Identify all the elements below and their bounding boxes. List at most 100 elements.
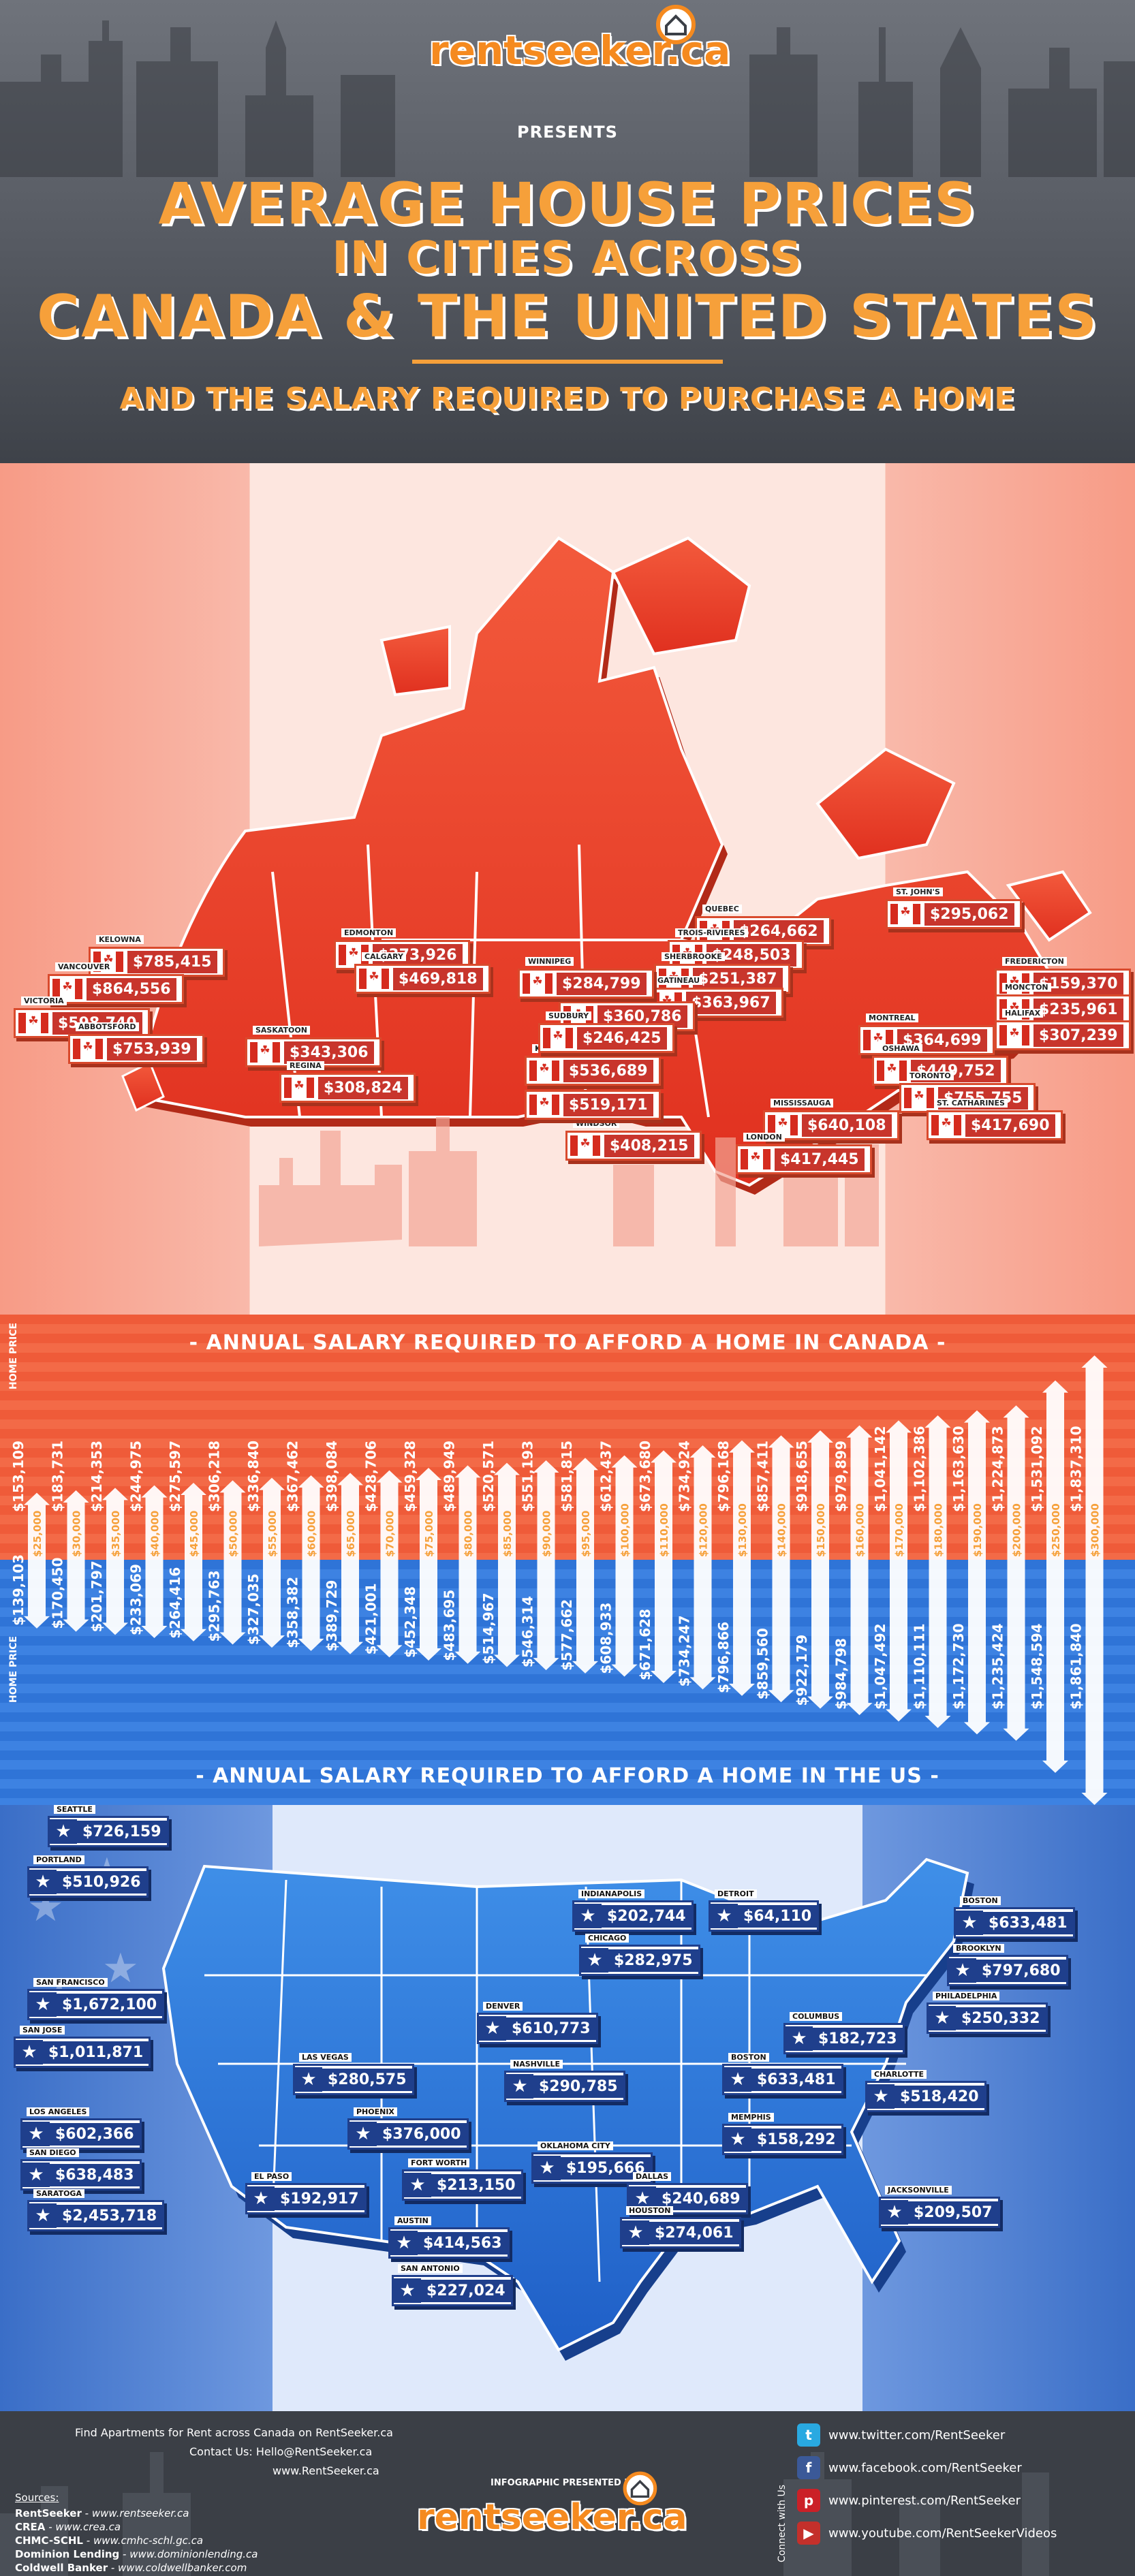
- us-city-label: OKLAHOMA CITY ★ $195,666: [531, 2141, 653, 2184]
- canada-price-arrow: [416, 1468, 441, 1560]
- canada-price-arrow: [533, 1460, 559, 1560]
- source-item[interactable]: RentSeeker - www.rentseeker.ca: [15, 2507, 258, 2520]
- us-city-label: MEMPHIS ★ $158,292: [722, 2113, 843, 2155]
- social-link-row[interactable]: f www.facebook.com/RentSeeker: [797, 2456, 1057, 2479]
- city-name: HALIFAX: [1002, 1009, 1044, 1018]
- canada-price-label: $367,462: [285, 1441, 301, 1512]
- us-price-arrow: [846, 1560, 873, 1716]
- city-price: $159,370: [1033, 972, 1123, 995]
- city-name: LONDON: [743, 1133, 785, 1142]
- city-price: $1,672,100: [57, 1993, 163, 2016]
- us-price-arrow: [807, 1560, 833, 1709]
- city-name: KELOWNA: [96, 935, 144, 944]
- us-price-label: $295,763: [206, 1570, 223, 1642]
- city-price: $519,171: [563, 1093, 653, 1116]
- us-city-label: PORTLAND ★ $510,926: [27, 1855, 149, 1898]
- canada-city-label: TORONTO$755,755: [899, 1071, 1036, 1113]
- canada-price-label: $1,102,386: [912, 1426, 928, 1512]
- city-name: SARATOGA: [33, 2189, 84, 2198]
- canada-price-arrow: [337, 1473, 363, 1560]
- city-price: $202,744: [602, 1904, 691, 1928]
- us-city-label: BOSTON ★ $633,481: [722, 2053, 843, 2095]
- city-price: $213,150: [431, 2173, 521, 2197]
- city-name: REGINA: [287, 1061, 324, 1070]
- social-url: www.youtube.com/RentSeekerVideos: [828, 2526, 1057, 2541]
- us-city-label: SARATOGA ★ $2,453,718: [27, 2189, 165, 2231]
- social-link-row[interactable]: ▶ www.youtube.com/RentSeekerVideos: [797, 2522, 1057, 2545]
- us-city-label: LOS ANGELES ★ $602,366: [20, 2107, 142, 2150]
- site-link[interactable]: www.RentSeeker.ca: [273, 2464, 379, 2477]
- city-name: SHERBROOKE: [662, 952, 725, 961]
- star-icon: ★: [404, 2173, 431, 2197]
- star-icon: ★: [786, 2026, 813, 2051]
- star-icon: ★: [724, 2127, 751, 2152]
- salary-label: $300,000: [1089, 1503, 1102, 1557]
- star-icon: ★: [247, 2186, 275, 2211]
- canada-flag-icon: [999, 1025, 1029, 1046]
- city-name: LOS ANGELES: [27, 2107, 90, 2116]
- usa-map-section: ★★★★ SEATTLE★$726,159PORTLAND★$510,926SA…: [0, 1805, 1135, 2411]
- city-name: BOSTON: [960, 1896, 1001, 1905]
- canada-flag-icon: [741, 1149, 771, 1169]
- city-name: BROOKLYN: [953, 1944, 1004, 1953]
- star-icon: ★: [574, 1904, 602, 1928]
- city-name: FREDERICTON: [1002, 957, 1067, 966]
- find-apartments-link[interactable]: RentSeeker.ca: [315, 2426, 393, 2439]
- canada-flag-icon: [359, 969, 389, 989]
- canada-city-label: SUDBURY $246,425: [538, 1011, 674, 1053]
- magnifier-house-icon: [656, 5, 696, 44]
- city-name: QUEBEC: [702, 905, 742, 913]
- city-price: $363,967: [686, 991, 776, 1014]
- us-price-label: $452,348: [402, 1586, 418, 1658]
- star-icon: ★: [533, 2156, 561, 2180]
- city-price: $209,507: [908, 2201, 998, 2224]
- us-city-label: NASHVILLE ★ $290,785: [504, 2060, 625, 2102]
- social-link-row[interactable]: p www.pinterest.com/RentSeeker: [797, 2489, 1057, 2512]
- salary-label: $80,000: [463, 1511, 475, 1557]
- source-item[interactable]: CHMC-SCHL - www.cmhc-schl.gc.ca: [15, 2534, 258, 2547]
- canada-flag-icon: [529, 1061, 559, 1081]
- us-city-label: JACKSONVILLE ★ $209,507: [879, 2186, 1000, 2228]
- canada-city-label: LONDON $417,445: [736, 1133, 872, 1174]
- canada-price-label: $796,168: [715, 1441, 732, 1512]
- contact-email-link[interactable]: Hello@RentSeeker.ca: [255, 2445, 373, 2458]
- city-price: $235,961: [1033, 998, 1123, 1021]
- source-item[interactable]: CREA - www.crea.ca: [15, 2520, 258, 2534]
- canada-price-arrow: [768, 1435, 794, 1560]
- city-name: VICTORIA: [21, 996, 67, 1005]
- rentseeker-logo[interactable]: rentseeker.ca: [429, 5, 730, 74]
- canada-price-arrow: [494, 1462, 520, 1560]
- star-icon: ★: [929, 2006, 956, 2030]
- us-city-label: PHOENIX ★ $376,000: [347, 2107, 469, 2150]
- social-link-row[interactable]: t www.twitter.com/RentSeeker: [797, 2423, 1057, 2447]
- social-url: www.twitter.com/RentSeeker: [828, 2428, 1006, 2443]
- city-price: $307,239: [1033, 1024, 1123, 1047]
- us-price-arrow: [454, 1560, 481, 1664]
- social-links: t www.twitter.com/RentSeeker f www.facebook…: [797, 2423, 1057, 2554]
- title-divider: [412, 360, 723, 364]
- canada-flag-icon: [877, 1061, 907, 1081]
- us-city-label: SAN DIEGO ★ $638,483: [20, 2148, 142, 2190]
- city-price: $280,575: [322, 2068, 412, 2091]
- us-price-arrow: [63, 1560, 89, 1632]
- star-icon: ★: [711, 1904, 738, 1928]
- sources-list: RentSeeker - www.rentseeker.ca CREA - www…: [15, 2507, 258, 2575]
- city-name: MONTREAL: [866, 1014, 918, 1022]
- salary-label: $120,000: [698, 1503, 710, 1557]
- footer-logo[interactable]: rentseeker.ca: [417, 2471, 687, 2538]
- source-url: - www.coldwellbanker.com: [108, 2562, 247, 2574]
- source-item[interactable]: Coldwell Banker - www.coldwellbanker.com: [15, 2561, 258, 2575]
- canada-flag-icon: [523, 973, 553, 994]
- city-name: SAN JOSE: [20, 2026, 65, 2035]
- city-name: WINNIPEG: [525, 957, 574, 966]
- source-name: RentSeeker: [15, 2507, 82, 2519]
- skyline-bottom-graphic: [0, 2452, 1049, 2576]
- contact-text: Contact Us: Hello@RentSeeker.ca: [189, 2445, 373, 2458]
- us-price-arrow: [337, 1560, 363, 1654]
- canada-price-arrow: [846, 1425, 873, 1560]
- canada-flag-icon: [570, 1135, 600, 1156]
- city-price: $417,445: [775, 1148, 865, 1171]
- canada-flag-icon: [904, 1088, 934, 1108]
- star-icon: ★: [349, 2122, 377, 2146]
- source-item[interactable]: Dominion Lending - www.dominionlending.c…: [15, 2547, 258, 2561]
